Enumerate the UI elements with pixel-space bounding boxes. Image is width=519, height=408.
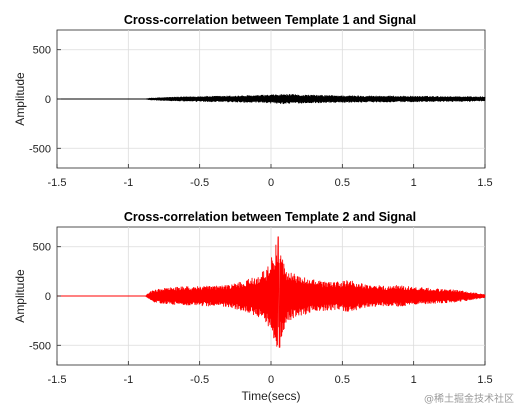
series-line <box>56 236 486 348</box>
x-tick-label: 1.5 <box>477 374 492 386</box>
x-tick-label: -0.5 <box>190 374 209 386</box>
x-tick-label: 1 <box>411 374 417 386</box>
x-tick-label: -1.5 <box>48 374 67 386</box>
subplot-1-series <box>56 93 486 105</box>
x-tick-label: 0 <box>268 374 274 386</box>
subplot-1-y-axis-label: Amplitude <box>13 72 27 126</box>
subplot-2-x-ticks: -1.5 -1 -0.5 0 0.5 1 1.5 <box>48 361 493 386</box>
watermark-text: @稀土掘金技术社区 <box>424 392 514 405</box>
y-tick-label: -500 <box>29 340 51 352</box>
subplot-1: Cross-correlation between Template 1 and… <box>13 13 493 189</box>
series-line <box>56 93 486 105</box>
x-tick-label: -1 <box>123 374 133 386</box>
y-tick-label: 0 <box>45 94 51 106</box>
x-tick-label: -0.5 <box>190 177 209 189</box>
x-tick-label: 1.5 <box>477 177 492 189</box>
subplot-1-x-ticks: -1.5 -1 -0.5 0 0.5 1 1.5 <box>48 164 493 189</box>
subplot-2-x-axis-label: Time(secs) <box>242 389 301 403</box>
x-tick-label: 0.5 <box>335 374 350 386</box>
subplot-2: Cross-correlation between Template 2 and… <box>13 210 493 403</box>
x-tick-label: -1.5 <box>48 177 67 189</box>
subplot-2-title: Cross-correlation between Template 2 and… <box>124 210 416 224</box>
x-tick-label: 1 <box>411 177 417 189</box>
x-tick-label: 0 <box>268 177 274 189</box>
y-tick-label: 500 <box>33 45 51 57</box>
x-tick-label: -1 <box>123 177 133 189</box>
subplot-2-y-axis-label: Amplitude <box>13 269 27 323</box>
subplot-1-title: Cross-correlation between Template 1 and… <box>124 13 416 27</box>
subplot-2-y-ticks: 500 0 -500 <box>29 242 61 352</box>
y-tick-label: 500 <box>33 242 51 254</box>
subplot-2-series <box>56 236 486 348</box>
y-tick-label: -500 <box>29 143 51 155</box>
y-tick-label: 0 <box>45 291 51 303</box>
x-tick-label: 0.5 <box>335 177 350 189</box>
subplot-1-y-ticks: 500 0 -500 <box>29 45 61 155</box>
